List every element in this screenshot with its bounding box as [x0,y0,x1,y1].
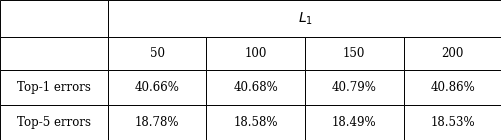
Text: Top-5 errors: Top-5 errors [17,116,91,129]
Bar [305,105,403,140]
Bar [305,70,403,105]
Bar [108,37,206,70]
Bar [206,37,305,70]
Bar [0,70,108,105]
Bar [108,0,501,37]
Bar [403,105,501,140]
Bar [0,37,108,70]
Bar [403,70,501,105]
Bar [403,37,501,70]
Text: Top-1 errors: Top-1 errors [17,81,91,94]
Text: 18.58%: 18.58% [233,116,278,129]
Text: $\mathit{L}_1$: $\mathit{L}_1$ [297,10,312,27]
Text: 50: 50 [149,47,164,60]
Text: 18.49%: 18.49% [331,116,376,129]
Text: 40.68%: 40.68% [233,81,278,94]
Text: 18.78%: 18.78% [135,116,179,129]
Bar [108,70,206,105]
Bar [305,37,403,70]
Text: 150: 150 [342,47,365,60]
Bar [0,0,108,37]
Text: 40.66%: 40.66% [134,81,179,94]
Bar [206,105,305,140]
Bar [0,105,108,140]
Text: 40.86%: 40.86% [429,81,474,94]
Text: 40.79%: 40.79% [331,81,376,94]
Text: 200: 200 [441,47,463,60]
Bar [206,70,305,105]
Text: 100: 100 [244,47,267,60]
Bar [108,105,206,140]
Text: 18.53%: 18.53% [430,116,474,129]
